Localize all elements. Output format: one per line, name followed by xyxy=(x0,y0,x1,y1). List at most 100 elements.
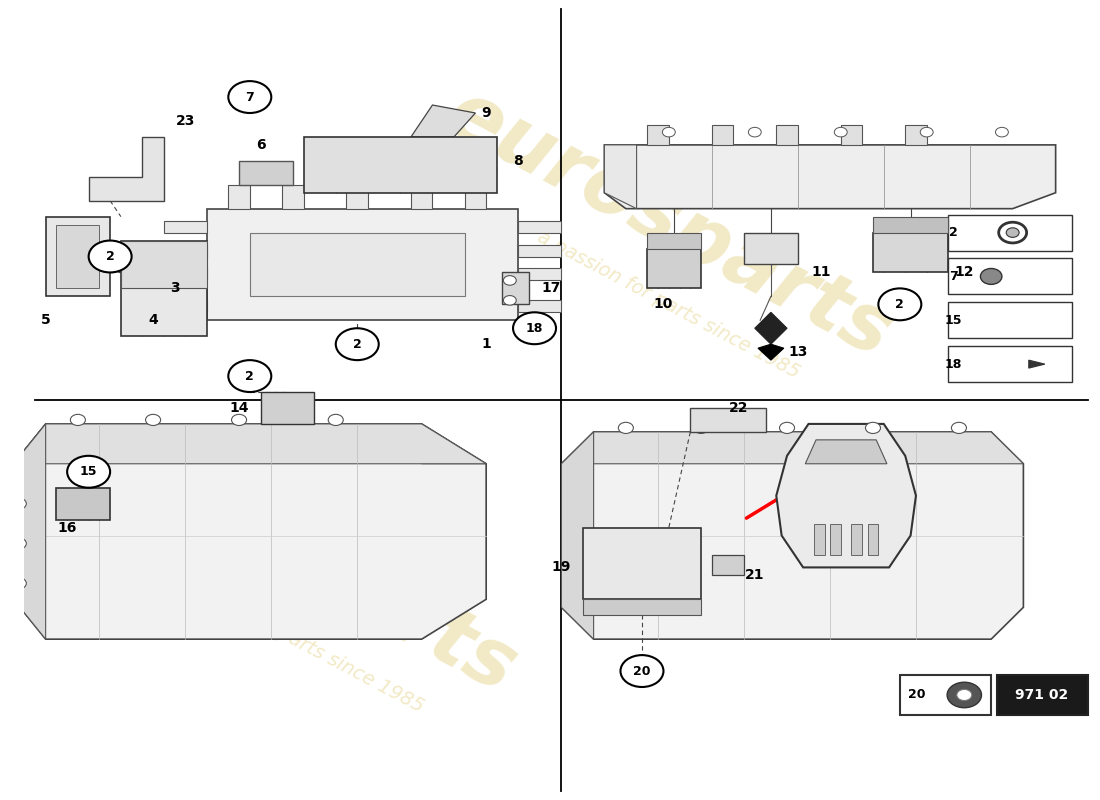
Polygon shape xyxy=(89,137,164,201)
Text: 16: 16 xyxy=(57,521,77,534)
Bar xyxy=(868,523,878,555)
Polygon shape xyxy=(13,424,486,464)
Bar xyxy=(56,488,110,519)
Text: 11: 11 xyxy=(812,266,832,279)
Text: 7: 7 xyxy=(245,90,254,103)
Polygon shape xyxy=(13,424,486,639)
Circle shape xyxy=(336,328,378,360)
Bar xyxy=(814,523,825,555)
Text: 19: 19 xyxy=(552,561,571,574)
Bar xyxy=(647,249,701,288)
Text: 2: 2 xyxy=(895,298,904,311)
Bar xyxy=(851,523,862,555)
Polygon shape xyxy=(13,424,46,639)
Text: 1: 1 xyxy=(482,337,491,351)
Bar xyxy=(304,137,497,193)
Circle shape xyxy=(67,456,110,488)
Bar xyxy=(905,125,926,145)
Circle shape xyxy=(70,414,86,426)
Text: 9: 9 xyxy=(482,106,491,120)
Circle shape xyxy=(504,295,516,305)
Bar xyxy=(712,125,734,145)
Bar xyxy=(647,233,701,249)
Text: 18: 18 xyxy=(945,358,962,370)
Text: 22: 22 xyxy=(729,401,748,415)
Circle shape xyxy=(504,276,516,285)
Circle shape xyxy=(620,655,663,687)
Text: 20: 20 xyxy=(909,689,926,702)
Circle shape xyxy=(947,682,981,708)
Circle shape xyxy=(980,269,1002,285)
Text: 2: 2 xyxy=(949,226,958,239)
Polygon shape xyxy=(758,344,784,360)
Circle shape xyxy=(513,312,556,344)
Circle shape xyxy=(693,422,708,434)
Bar xyxy=(777,125,797,145)
Circle shape xyxy=(878,288,922,320)
Circle shape xyxy=(89,241,132,273)
Polygon shape xyxy=(561,432,594,639)
Bar xyxy=(411,185,432,209)
Bar xyxy=(647,125,669,145)
Bar xyxy=(948,302,1071,338)
Bar xyxy=(261,392,315,424)
Text: 18: 18 xyxy=(526,322,543,334)
Polygon shape xyxy=(561,432,1023,464)
Circle shape xyxy=(957,690,971,701)
Bar xyxy=(121,241,207,336)
Bar xyxy=(503,273,529,304)
Circle shape xyxy=(618,422,634,434)
Bar xyxy=(229,185,250,209)
Text: eurosparts: eurosparts xyxy=(433,74,904,374)
Polygon shape xyxy=(604,145,1056,209)
Circle shape xyxy=(11,578,26,589)
Text: 15: 15 xyxy=(945,314,962,326)
Text: 8: 8 xyxy=(514,154,524,168)
Text: 21: 21 xyxy=(745,568,764,582)
Text: 23: 23 xyxy=(176,114,195,128)
Circle shape xyxy=(1006,228,1019,238)
Bar xyxy=(900,675,991,715)
Circle shape xyxy=(229,81,272,113)
Text: a passion for parts since 1985: a passion for parts since 1985 xyxy=(158,562,427,717)
Circle shape xyxy=(229,360,272,392)
Text: 2: 2 xyxy=(106,250,114,263)
Bar xyxy=(164,300,207,312)
Bar xyxy=(691,408,766,432)
Text: 20: 20 xyxy=(634,665,651,678)
Text: 4: 4 xyxy=(148,314,158,327)
Circle shape xyxy=(866,422,880,434)
Polygon shape xyxy=(13,424,486,464)
Circle shape xyxy=(662,127,675,137)
Bar xyxy=(948,258,1071,294)
Text: 6: 6 xyxy=(255,138,265,152)
Circle shape xyxy=(145,414,161,426)
Bar xyxy=(518,269,561,281)
Text: 13: 13 xyxy=(788,345,807,359)
Polygon shape xyxy=(561,432,1023,639)
Text: 2: 2 xyxy=(245,370,254,382)
Bar xyxy=(464,185,486,209)
Circle shape xyxy=(921,127,933,137)
Circle shape xyxy=(748,127,761,137)
Text: 14: 14 xyxy=(229,401,249,415)
Bar xyxy=(583,527,701,599)
Bar xyxy=(948,214,1071,250)
Bar xyxy=(873,217,948,233)
Polygon shape xyxy=(1028,360,1045,368)
Circle shape xyxy=(952,422,967,434)
Bar xyxy=(744,233,798,265)
Bar xyxy=(583,599,701,615)
Bar xyxy=(207,209,518,320)
Bar xyxy=(518,245,561,257)
Text: 15: 15 xyxy=(80,466,98,478)
Text: 17: 17 xyxy=(541,282,560,295)
Bar xyxy=(46,217,110,296)
Bar xyxy=(56,225,99,288)
Bar xyxy=(250,233,464,296)
Bar xyxy=(164,269,207,281)
Bar xyxy=(840,125,862,145)
Polygon shape xyxy=(411,105,475,137)
Bar xyxy=(164,245,207,257)
Bar xyxy=(518,300,561,312)
